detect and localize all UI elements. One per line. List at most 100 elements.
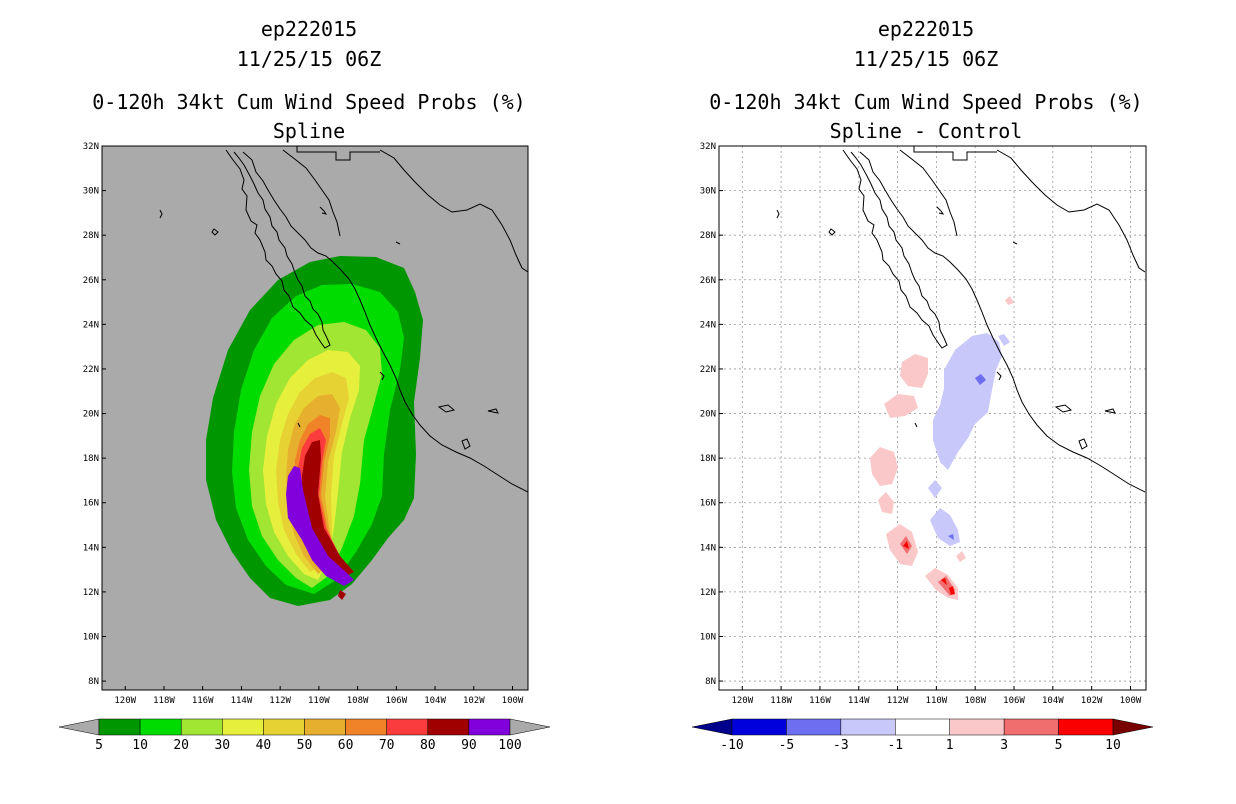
left-colorbar-swatch: [263, 718, 305, 736]
right-colorbar-swatch: [731, 718, 787, 736]
difference-contours: [870, 296, 1014, 600]
right-colorbar-label: -5: [779, 738, 795, 753]
right-colorbar-label: -1: [887, 738, 903, 753]
right-lat-label: 16N: [700, 499, 716, 509]
right-map-background: [719, 146, 1146, 690]
left-lon-label: 114W: [231, 696, 253, 706]
right-colorbar-under-arrow: [691, 718, 733, 736]
left-axis-ticks: 32N 30N 28N 26N 24N 22N 20N 18N 16N 14N 12N 10N 8N 12…: [83, 142, 524, 706]
difference-region-positive: [870, 447, 898, 486]
right-colorbar-swatch: [949, 718, 1005, 736]
left-colorbar-swatch: [304, 718, 346, 736]
right-axis-ticks: 32N 30N 28N 26N 24N 22N 20N 18N 16N 14N 12N 10N 8N 12…: [700, 142, 1142, 706]
right-colorbar-label: 5: [1055, 738, 1063, 753]
left-panel: ep222015 11/25/15 06Z 0-120h 34kt Cum Wi…: [83, 17, 529, 706]
difference-region-positive: [900, 354, 928, 388]
left-lon-label: 116W: [192, 696, 214, 706]
left-lat-label: 32N: [83, 142, 99, 152]
right-lat-label: 10N: [700, 632, 716, 642]
left-colorbar-swatch: [386, 718, 429, 736]
difference-region-negative: [998, 334, 1010, 346]
difference-region-positive: [941, 578, 947, 585]
left-lat-label: 28N: [83, 231, 99, 241]
left-lat-label: 12N: [83, 588, 99, 598]
left-colorbar-swatch: [139, 718, 182, 736]
left-subtitle: Spline: [273, 119, 345, 143]
right-lat-label: 22N: [700, 365, 716, 375]
right-lon-label: 108W: [964, 696, 986, 706]
left-colorbar-label: 30: [214, 738, 230, 753]
right-lat-label: 30N: [700, 187, 716, 197]
right-lat-label: 28N: [700, 231, 716, 241]
left-lat-label: 8N: [88, 677, 99, 687]
right-colorbar-swatch: [895, 718, 950, 736]
right-lat-label: 8N: [705, 677, 716, 687]
right-panel: ep222015 11/25/15 06Z 0-120h 34kt Cum Wi…: [700, 17, 1147, 706]
difference-region-positive: [903, 541, 909, 549]
difference-region-positive: [956, 551, 966, 562]
left-colorbar-label: 100: [498, 738, 521, 753]
left-lon-label: 102W: [463, 696, 485, 706]
left-lat-label: 30N: [83, 187, 99, 197]
right-lat-label: 24N: [700, 320, 716, 330]
left-colorbar-label: 5: [95, 738, 103, 753]
right-lon-label: 106W: [1003, 696, 1025, 706]
right-lon-label: 112W: [887, 696, 909, 706]
right-colorbar-swatch: [786, 718, 842, 736]
right-subtitle: Spline - Control: [830, 119, 1023, 143]
right-title-line3: 0-120h 34kt Cum Wind Speed Probs (%): [709, 90, 1142, 114]
right-colorbar-label: 3: [1000, 738, 1008, 753]
right-lon-label: 114W: [848, 696, 870, 706]
left-title-line3: 0-120h 34kt Cum Wind Speed Probs (%): [92, 90, 525, 114]
right-colorbar-swatch: [1058, 718, 1114, 736]
right-colorbar-swatch: [840, 718, 896, 736]
left-lon-label: 100W: [502, 696, 524, 706]
left-colorbar-label: 10: [132, 738, 148, 753]
left-lat-label: 18N: [83, 454, 99, 464]
left-colorbar-swatch: [468, 718, 511, 736]
left-lon-label: 118W: [153, 696, 175, 706]
right-lat-label: 12N: [700, 588, 716, 598]
probability-contour-band: [338, 590, 346, 600]
right-gridlines: [719, 146, 1146, 690]
right-lon-label: 118W: [770, 696, 792, 706]
left-lat-label: 16N: [83, 499, 99, 509]
right-lon-label: 120W: [731, 696, 753, 706]
right-title-line1: ep222015: [878, 17, 974, 41]
right-colorbar-over-arrow: [1112, 718, 1154, 736]
right-lon-label: 116W: [809, 696, 831, 706]
left-colorbar-under-arrow: [58, 718, 100, 736]
left-colorbar-swatch: [180, 718, 223, 736]
difference-region-positive: [1005, 296, 1014, 305]
left-lat-label: 26N: [83, 276, 99, 286]
right-colorbar: -10 -5 -3 -1 1 3 5 10: [691, 718, 1154, 753]
difference-region-negative: [928, 480, 942, 498]
right-lon-label: 102W: [1081, 696, 1103, 706]
left-colorbar-label: 40: [256, 738, 272, 753]
right-lat-label: 18N: [700, 454, 716, 464]
difference-region-negative: [933, 333, 1002, 470]
left-colorbar-label: 70: [379, 738, 395, 753]
right-colorbar-swatch: [1003, 718, 1059, 736]
left-title-line2: 11/25/15 06Z: [237, 47, 382, 71]
left-colorbar-label: 60: [338, 738, 354, 753]
left-title-line1: ep222015: [261, 17, 357, 41]
left-colorbar-label: 20: [173, 738, 189, 753]
right-colorbar-label: -3: [833, 738, 849, 753]
left-lat-label: 24N: [83, 320, 99, 330]
left-colorbar-swatch: [345, 718, 387, 736]
left-lon-label: 110W: [308, 696, 330, 706]
right-lon-label: 100W: [1120, 696, 1142, 706]
left-colorbar-swatch: [98, 718, 141, 736]
right-colorbar-label: 1: [946, 738, 954, 753]
left-lat-label: 22N: [83, 365, 99, 375]
difference-region-negative: [975, 374, 986, 385]
right-lon-label: 104W: [1042, 696, 1064, 706]
left-lat-label: 14N: [83, 543, 99, 553]
left-colorbar-swatch: [427, 718, 470, 736]
left-lon-label: 120W: [114, 696, 136, 706]
left-map-frame: [101, 145, 529, 691]
left-colorbar-label: 80: [420, 738, 436, 753]
difference-region-negative: [948, 534, 954, 540]
probability-contours: [206, 256, 423, 606]
